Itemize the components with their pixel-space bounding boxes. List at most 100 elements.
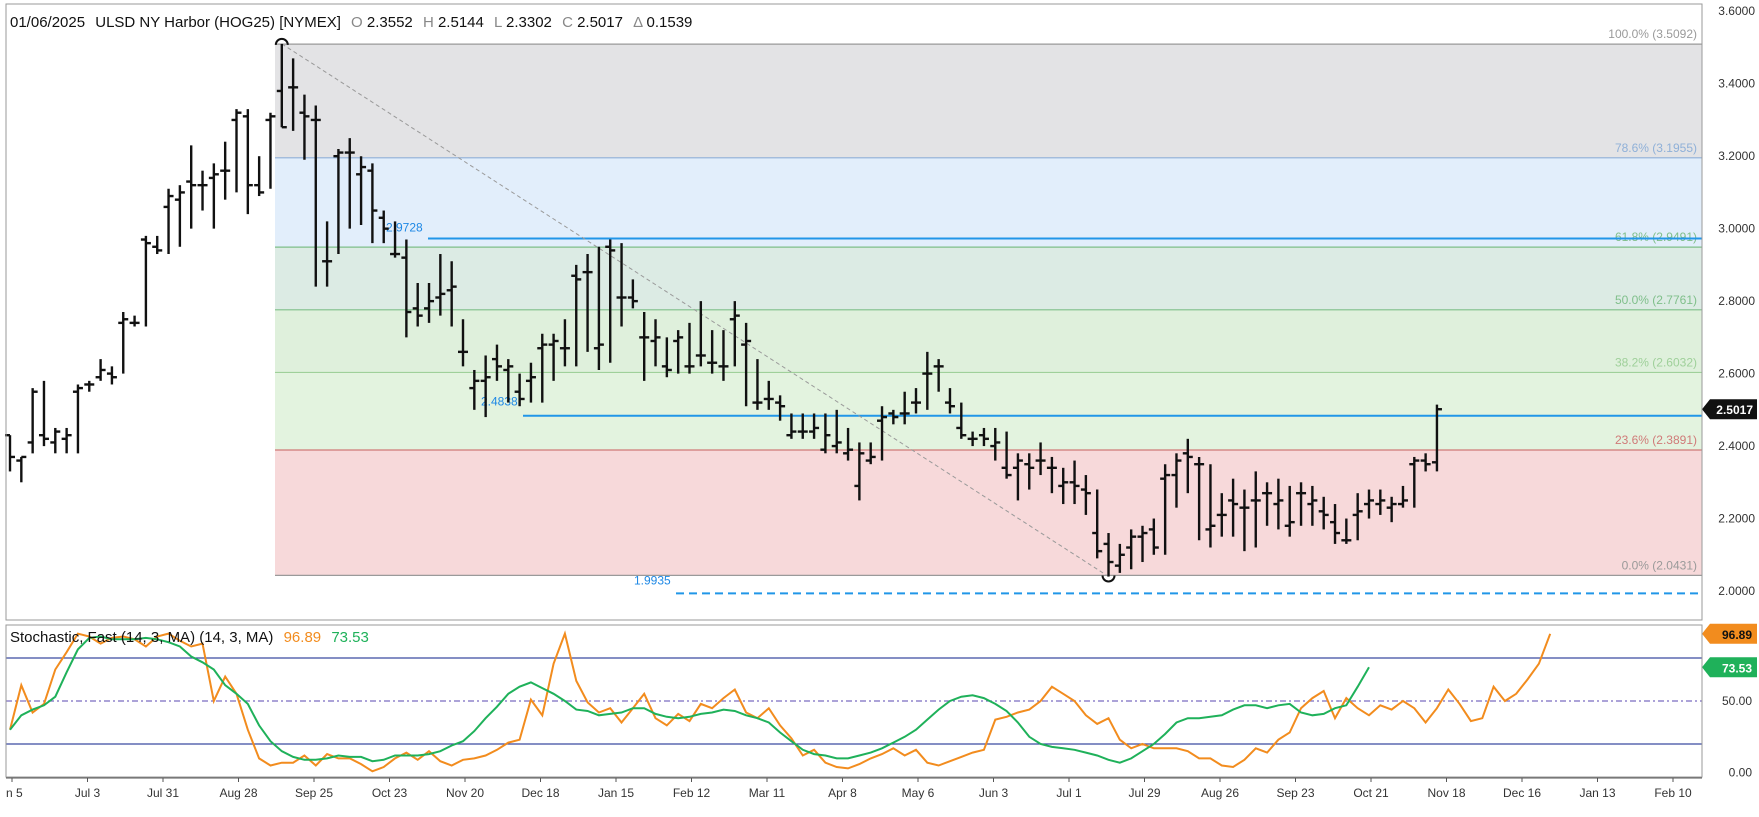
ohlc-bar: [299, 94, 310, 160]
oscillator-d-value: 73.53: [331, 629, 369, 646]
ohlc-bar: [1080, 475, 1091, 515]
legend-date: 01/06/2025: [10, 14, 85, 31]
fib-label: 38.2% (2.6032): [1615, 355, 1697, 369]
x-tick-label: Jun 3: [979, 786, 1009, 800]
ohlc-bar: [1386, 496, 1397, 523]
stochastic-d-tag: 73.53: [1702, 657, 1757, 678]
ohlc-bar: [208, 163, 219, 229]
ohlc-bar: [673, 330, 684, 374]
ohlc-bar: [1318, 496, 1329, 530]
ohlc-bar: [95, 359, 106, 381]
legend-low: 2.3302: [506, 14, 552, 31]
stochastic-k-tag: 96.89: [1702, 623, 1757, 644]
swing-high-marker: [274, 37, 289, 45]
legend-low-label: L: [494, 14, 502, 31]
last-price-tag-bg: [1702, 399, 1757, 420]
trend-line: [281, 43, 1109, 577]
fib-zone: [275, 44, 1702, 158]
ohlc-bar: [1431, 404, 1442, 472]
legend-high-label: H: [423, 14, 434, 31]
ohlc-bar: [1103, 533, 1114, 577]
x-tick-label: Feb 12: [673, 786, 711, 800]
ohlc-bar: [1148, 518, 1159, 555]
y-tick-label: 3.2000: [1718, 149, 1755, 163]
x-tick-label: Feb 10: [1654, 786, 1692, 800]
ohlc-bar: [163, 188, 174, 255]
oscillator-k-value: 96.89: [284, 629, 322, 646]
oscillator-tag-bg: [1702, 657, 1757, 678]
x-tick-label: Jul 31: [147, 786, 179, 800]
ohlc-bar: [174, 185, 185, 247]
y-tick-label: 2.4000: [1718, 439, 1755, 453]
ohlc-bar: [1364, 489, 1374, 519]
ohlc-bar: [390, 221, 401, 258]
oscillator-y-tick-label: 50.00: [1722, 694, 1752, 708]
y-tick-label: 3.6000: [1718, 4, 1755, 18]
ohlc-bar: [276, 43, 287, 129]
ohlc-bar: [186, 145, 197, 229]
price-legend: 01/06/2025 ULSD NY Harbor (HOG25) [NYMEX…: [10, 14, 692, 31]
ohlc-bar: [1273, 478, 1284, 530]
svg-text:01/06/2025 ULSD NY Har: 01/06/2025 ULSD NY Harbor (HOG25) [NYMEX…: [10, 14, 692, 31]
x-tick-label: Sep 25: [295, 786, 333, 800]
ohlc-bar: [1137, 525, 1148, 563]
ohlc-bar: [344, 138, 355, 229]
ohlc-bar: [1352, 493, 1363, 541]
ohlc-bar: [1126, 529, 1137, 570]
ohlc-bar: [242, 109, 253, 215]
ohlc-bar: [1330, 504, 1341, 544]
fib-label: 100.0% (3.5092): [1608, 27, 1697, 41]
ohlc-bar: [1012, 453, 1023, 501]
ohlc-bar: [1409, 456, 1420, 508]
ohlc-bar: [1284, 485, 1295, 537]
ohlc-bar: [582, 254, 593, 352]
ohlc-bar: [1092, 489, 1103, 559]
last-price-tag: 2.5017: [1702, 399, 1757, 420]
x-tick-label: Mar 11: [749, 786, 786, 800]
ohlc-bar: [84, 380, 95, 392]
ohlc-bar: [707, 330, 718, 374]
ohlc-bar: [503, 359, 514, 403]
ohlc-bar: [333, 148, 344, 255]
y-tick-label: 3.0000: [1718, 222, 1755, 236]
fib-zone: [275, 372, 1702, 451]
ohlc-bar: [197, 170, 208, 211]
ohlc-bar: [1194, 456, 1205, 541]
ohlc-bar: [16, 455, 27, 483]
legend-change-label: Δ: [633, 14, 643, 31]
ohlc-bar: [1262, 482, 1273, 526]
ohlc-bar: [367, 163, 378, 244]
y-tick-label: 2.0000: [1718, 584, 1755, 598]
ohlc-bar: [661, 337, 672, 378]
oscillator-tag-text: 73.53: [1722, 661, 1752, 675]
ohlc-bar: [786, 413, 797, 439]
ohlc-bar: [752, 359, 763, 410]
fib-zone: [275, 450, 1702, 576]
ohlc-bar: [1035, 442, 1046, 476]
ohlc-bar: [537, 333, 548, 403]
x-tick-label: Jul 1: [1056, 786, 1082, 800]
y-tick-label: 2.8000: [1718, 294, 1755, 308]
x-tick-label: Sep 23: [1276, 786, 1314, 800]
ohlc-bar: [978, 427, 989, 447]
price-panel-frame: [5, 3, 1703, 621]
ohlc-bar: [129, 315, 140, 327]
ohlc-bar: [1397, 485, 1408, 508]
ohlc-bar: [1420, 453, 1431, 472]
ohlc-bar: [446, 261, 457, 327]
fib-zone: [275, 247, 1702, 310]
ohlc-bar: [1205, 464, 1216, 548]
ohlc-bar: [933, 359, 944, 392]
last-price-tag-text: 2.5017: [1716, 403, 1753, 417]
ohlc-bar: [1228, 478, 1239, 537]
ohlc-bar: [922, 351, 933, 410]
ohlc-bar: [1114, 543, 1125, 573]
ohlc-bar: [1239, 489, 1250, 552]
ohlc-bar: [469, 369, 480, 410]
ohlc-bar: [1250, 471, 1261, 548]
ohlc-bar: [990, 427, 1001, 461]
x-tick-label: Dec 18: [521, 786, 559, 800]
ohlc-bar: [118, 312, 129, 374]
ohlc-bar: [435, 254, 446, 316]
